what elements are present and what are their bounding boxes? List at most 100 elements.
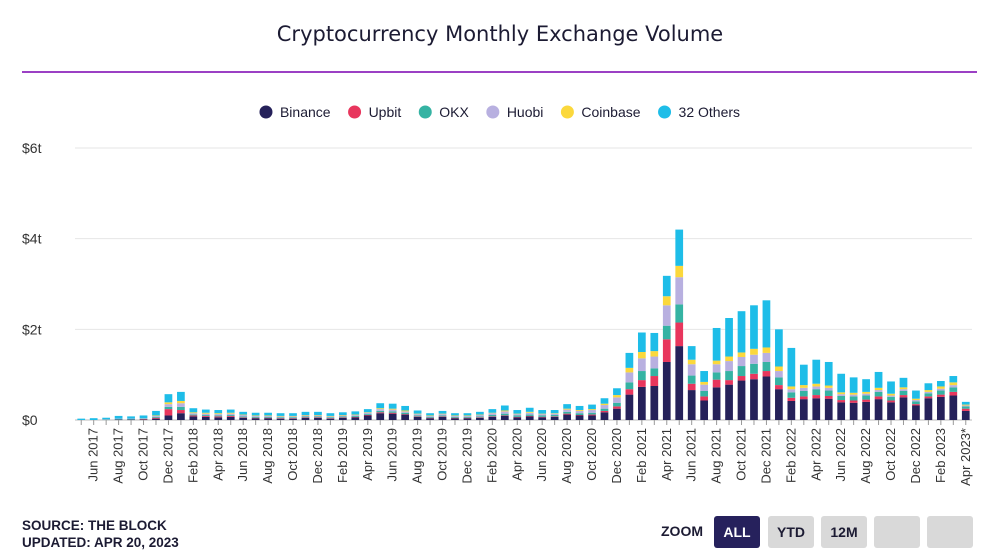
bar-segment-32-others [650, 332, 659, 352]
bar-segment-32-others [687, 346, 696, 360]
bar-segment-32-others [899, 377, 908, 388]
bar-segment-binance [762, 376, 771, 420]
y-tick-label: $0 [22, 412, 38, 428]
bar-segment-coinbase [700, 381, 709, 385]
x-tick-label: Feb 2021 [634, 428, 649, 483]
bar-segment-binance [214, 417, 223, 420]
bar-segment-huobi [338, 415, 347, 417]
bar-segment-upbit [189, 415, 198, 417]
bar-segment-32-others [351, 411, 360, 415]
bar-segment-32-others [401, 405, 410, 411]
x-tick-label: Oct 2022 [883, 428, 898, 481]
x-tick-label: Jun 2019 [385, 428, 400, 482]
bar-segment-32-others [226, 409, 235, 413]
bar-segment-coinbase [164, 402, 173, 405]
bar-segment-upbit [338, 417, 347, 418]
bar-segment-okx [164, 406, 173, 410]
bar-segment-coinbase [463, 415, 472, 416]
bar-segment-huobi [264, 415, 272, 417]
x-tick-label: Aug 2018 [260, 428, 275, 484]
legend-label: Huobi [507, 104, 544, 120]
bar-segment-binance [936, 396, 945, 420]
bar-segment-coinbase [201, 412, 210, 414]
bar-segment-coinbase [500, 410, 509, 412]
bar-segment-upbit [613, 406, 621, 409]
bar-segment-coinbase [961, 404, 970, 406]
bar-segment-huobi [426, 415, 434, 417]
x-tick-label: Apr 2020 [509, 428, 524, 481]
bar-segment-binance [276, 418, 285, 420]
bar-segment-32-others [513, 410, 522, 414]
x-tick-label: Jun 2017 [86, 428, 101, 482]
x-tick-label: Apr 2021 [659, 428, 674, 481]
bar-segment-32-others [700, 371, 709, 382]
bar-segment-binance [687, 390, 696, 420]
bar-segment-binance [401, 414, 410, 420]
bar-segment-binance [500, 415, 509, 420]
bar-segment-huobi [662, 305, 671, 326]
zoom-all-button[interactable]: ALL [714, 516, 760, 548]
bar-segment-32-others [114, 415, 123, 419]
bar-segment-binance [513, 417, 522, 420]
bar-segment-okx [924, 393, 933, 397]
bar-segment-coinbase [438, 413, 447, 415]
bar-segment-okx [961, 406, 970, 409]
bar-segment-binance [463, 418, 472, 420]
bar-segment-okx [114, 419, 123, 420]
bar-segment-okx [737, 366, 746, 377]
bar-segment-upbit [438, 416, 447, 417]
bar-segment-32-others [102, 417, 111, 420]
bar-segment-upbit [662, 339, 671, 362]
bar-segment-32-others [600, 398, 609, 404]
bar-segment-okx [812, 389, 821, 396]
bar-segment-coinbase [239, 414, 248, 416]
bar-segment-upbit [177, 410, 185, 414]
bar-segment-32-others [637, 332, 646, 352]
bar-segment-upbit [737, 376, 746, 381]
bar-segment-coinbase [799, 385, 808, 388]
bar-segment-upbit [426, 417, 434, 419]
bar-segment-coinbase [575, 410, 584, 411]
bar-segment-huobi [276, 416, 285, 418]
zoom-12m-button[interactable]: 12M [821, 516, 867, 548]
bar-segment-binance [152, 418, 160, 420]
bar-segment-coinbase [289, 415, 297, 417]
bar-segment-huobi [476, 415, 484, 417]
bar-segment-upbit [849, 400, 858, 403]
bar-segment-32-others [301, 411, 310, 416]
bar-segment-upbit [251, 417, 260, 419]
x-tick-label: Feb 2018 [185, 428, 200, 483]
bar-segment-upbit [513, 416, 522, 418]
bar-segment-coinbase [737, 352, 746, 357]
bar-segment-upbit [388, 412, 397, 414]
bar-segment-coinbase [276, 415, 285, 417]
bar-segment-okx [637, 371, 646, 381]
zoom-option-button-4[interactable] [874, 516, 920, 548]
bar-segment-okx [849, 396, 858, 401]
bar-segment-huobi [513, 414, 522, 416]
x-tick-label: Dec 2018 [310, 428, 325, 484]
bar-segment-huobi [650, 356, 659, 369]
bar-segment-upbit [961, 408, 970, 411]
zoom-option-button-5[interactable] [927, 516, 973, 548]
bar-segment-binance [177, 413, 185, 420]
x-tick-label: Apr 2019 [360, 428, 375, 481]
bar-segment-binance [488, 416, 497, 420]
bar-segment-32-others [849, 377, 858, 393]
bar-segment-huobi [862, 393, 870, 396]
bar-segment-upbit [538, 416, 547, 418]
bar-segment-binance [837, 402, 846, 420]
bar-segment-coinbase [588, 409, 596, 411]
bar-segment-huobi [600, 405, 609, 409]
bar-segment-okx [550, 415, 559, 417]
bar-segment-upbit [575, 415, 584, 416]
bar-segment-upbit [363, 415, 372, 416]
bar-segment-okx [326, 417, 335, 419]
bar-segment-okx [625, 382, 634, 390]
bar-segment-32-others [89, 418, 98, 420]
bar-segment-32-others [214, 410, 223, 414]
bar-segment-huobi [214, 414, 223, 416]
zoom-ytd-button[interactable]: YTD [768, 516, 814, 548]
bar-segment-huobi [301, 415, 310, 417]
bar-segment-okx [488, 415, 497, 417]
